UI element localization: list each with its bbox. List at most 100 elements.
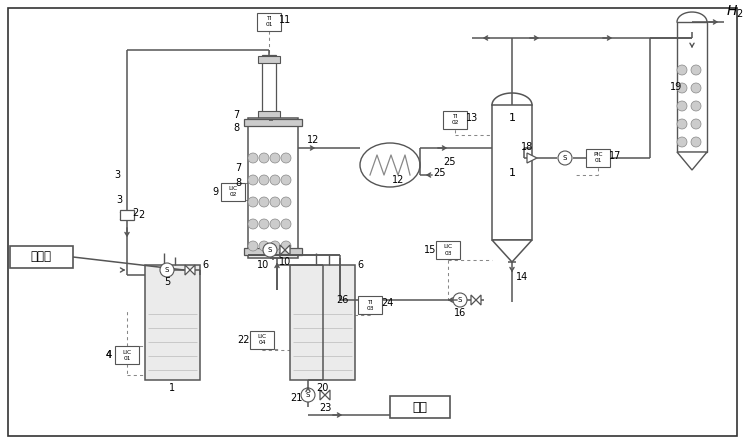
Polygon shape — [527, 153, 537, 163]
Text: S: S — [267, 247, 272, 253]
Text: 4: 4 — [106, 350, 112, 360]
Text: 01: 01 — [595, 159, 602, 163]
Bar — [120, 210, 134, 220]
Polygon shape — [476, 295, 481, 305]
Text: 1: 1 — [509, 167, 516, 178]
Text: 15: 15 — [424, 245, 436, 255]
Text: 2: 2 — [138, 210, 144, 220]
Circle shape — [281, 197, 291, 207]
Bar — [244, 248, 302, 255]
Circle shape — [248, 219, 258, 229]
Circle shape — [259, 153, 269, 163]
Circle shape — [259, 197, 269, 207]
Circle shape — [677, 65, 687, 75]
Text: 3: 3 — [116, 195, 122, 205]
Circle shape — [677, 101, 687, 111]
Text: S: S — [165, 267, 169, 273]
Text: LIC: LIC — [229, 186, 238, 191]
Circle shape — [248, 241, 258, 251]
Text: 12: 12 — [392, 175, 405, 185]
Circle shape — [281, 241, 291, 251]
Text: 01: 01 — [124, 356, 130, 361]
Text: LIC: LIC — [443, 245, 452, 250]
Text: 9: 9 — [212, 187, 218, 197]
Circle shape — [453, 293, 467, 307]
Text: 25: 25 — [444, 157, 456, 167]
Bar — [390, 396, 450, 418]
Text: S: S — [562, 155, 567, 161]
Circle shape — [160, 263, 174, 277]
Text: 11: 11 — [279, 15, 291, 25]
Circle shape — [691, 65, 701, 75]
Circle shape — [263, 243, 277, 257]
Text: 8: 8 — [233, 123, 239, 133]
Polygon shape — [285, 245, 290, 255]
Text: 4: 4 — [106, 350, 112, 360]
Text: 24: 24 — [381, 298, 393, 308]
Circle shape — [270, 219, 280, 229]
Ellipse shape — [360, 143, 420, 187]
Circle shape — [691, 101, 701, 111]
Text: 原料液: 原料液 — [31, 250, 51, 263]
Polygon shape — [325, 390, 330, 400]
Bar — [492, 105, 532, 240]
Polygon shape — [185, 265, 190, 275]
Bar — [10, 246, 73, 268]
Circle shape — [270, 153, 280, 163]
Text: 25: 25 — [434, 168, 446, 178]
Polygon shape — [280, 245, 285, 255]
Circle shape — [281, 175, 291, 185]
Text: LIC: LIC — [122, 349, 132, 354]
Text: 03: 03 — [367, 305, 374, 310]
Text: 16: 16 — [454, 308, 466, 318]
Text: 17: 17 — [609, 151, 621, 161]
Bar — [248, 118, 298, 258]
Bar — [250, 331, 274, 349]
Circle shape — [270, 197, 280, 207]
Text: PIC: PIC — [593, 152, 603, 158]
Text: 废液: 废液 — [413, 400, 428, 413]
Text: TI: TI — [367, 300, 372, 305]
Polygon shape — [492, 240, 532, 262]
Circle shape — [259, 219, 269, 229]
Circle shape — [248, 175, 258, 185]
Bar — [358, 296, 382, 314]
Circle shape — [270, 175, 280, 185]
Text: 14: 14 — [516, 272, 528, 282]
Text: 23: 23 — [319, 403, 332, 413]
Text: 6: 6 — [202, 260, 208, 270]
Text: 19: 19 — [670, 82, 682, 92]
Text: 7: 7 — [233, 110, 239, 120]
Circle shape — [248, 153, 258, 163]
Bar — [258, 56, 280, 63]
Bar — [244, 119, 302, 126]
Circle shape — [301, 388, 315, 402]
Text: LIC: LIC — [258, 334, 267, 340]
Bar — [262, 55, 276, 120]
Text: 8: 8 — [235, 178, 241, 188]
Text: 26: 26 — [336, 295, 349, 305]
Circle shape — [677, 83, 687, 93]
Text: 04: 04 — [259, 341, 266, 345]
Bar — [443, 111, 467, 129]
Text: 20: 20 — [317, 383, 329, 393]
Polygon shape — [677, 152, 707, 170]
Text: 02: 02 — [451, 120, 459, 126]
Text: 21: 21 — [290, 393, 302, 403]
Circle shape — [691, 119, 701, 129]
Circle shape — [677, 119, 687, 129]
Circle shape — [281, 219, 291, 229]
Text: 3: 3 — [114, 170, 120, 180]
Circle shape — [691, 137, 701, 147]
Text: 10: 10 — [257, 260, 269, 270]
Bar — [677, 22, 707, 152]
Bar — [436, 241, 460, 259]
Text: 1: 1 — [169, 383, 176, 393]
Polygon shape — [320, 390, 325, 400]
Circle shape — [677, 137, 687, 147]
Circle shape — [281, 153, 291, 163]
Circle shape — [259, 175, 269, 185]
Text: 02: 02 — [229, 193, 237, 198]
Text: 03: 03 — [444, 250, 451, 255]
Text: TI: TI — [267, 16, 272, 21]
